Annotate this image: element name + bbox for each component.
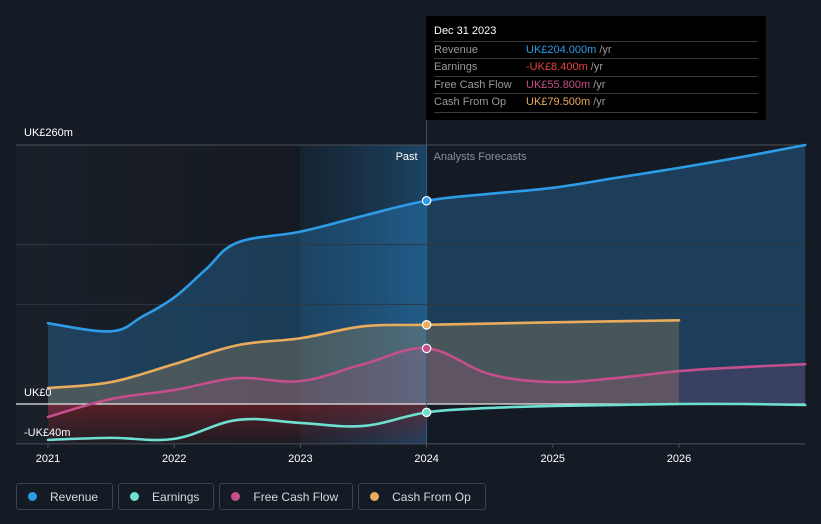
data-point-marker (421, 343, 432, 354)
tooltip-row-earnings: Earnings -UK£8.400m/yr (434, 58, 758, 76)
series-line-revenue (46, 143, 807, 333)
legend-dot-icon (130, 492, 140, 501)
legend-label: Earnings (152, 489, 200, 504)
legend-dot-icon (370, 492, 380, 501)
x-axis-label: 2021 (36, 453, 60, 465)
legend-item-earnings[interactable]: Earnings (118, 483, 215, 510)
legend-label: Revenue (50, 489, 99, 504)
y-axis-label: UK£260m (24, 127, 73, 139)
legend: Revenue Earnings Free Cash Flow Cash Fro… (16, 483, 486, 510)
x-axis-label: 2026 (667, 453, 691, 465)
tooltip-row-free-cash-flow: Free Cash Flow UK£55.800m/yr (434, 76, 758, 94)
legend-item-cash-from-op[interactable]: Cash From Op (358, 483, 486, 510)
data-point-marker (421, 195, 432, 206)
tooltip-row-cash-from-op: Cash From Op UK£79.500m/yr (434, 93, 758, 111)
x-axis-label: 2025 (541, 453, 565, 465)
data-point-marker (421, 407, 432, 418)
tooltip-row-revenue: Revenue UK£204.000m/yr (434, 41, 758, 59)
tooltip-label: Revenue (434, 44, 479, 56)
tooltip-label: Earnings (434, 61, 478, 73)
tooltip: Dec 31 2023 Revenue UK£204.000m/yr Earni… (426, 16, 766, 120)
tooltip-value: UK£79.500m/yr (526, 96, 606, 108)
x-axis-label: 2023 (288, 453, 312, 465)
legend-item-revenue[interactable]: Revenue (16, 483, 114, 510)
series-line-free-cash-flow (46, 346, 807, 419)
tooltip-label: Cash From Op (434, 96, 507, 108)
legend-dot-icon (231, 492, 241, 501)
tooltip-value: -UK£8.400m/yr (526, 61, 603, 73)
tooltip-label: Free Cash Flow (434, 79, 512, 91)
series-line-cash-from-op (46, 319, 681, 390)
legend-dot-icon (28, 492, 37, 501)
y-axis-label: UK£0 (24, 387, 52, 399)
x-axis-label: 2024 (414, 453, 438, 465)
legend-label: Cash From Op (392, 489, 471, 504)
tooltip-value: UK£55.800m/yr (526, 79, 606, 91)
data-point-marker (421, 320, 432, 330)
forecast-label: Analysts Forecasts (434, 151, 527, 163)
tooltip-date: Dec 31 2023 (434, 25, 497, 37)
legend-item-free-cash-flow[interactable]: Free Cash Flow (219, 483, 354, 510)
x-axis-label: 2022 (162, 453, 186, 465)
y-axis-label: -UK£40m (24, 427, 70, 439)
legend-label: Free Cash Flow (253, 489, 339, 504)
tooltip-divider (434, 112, 758, 113)
tooltip-value: UK£204.000m/yr (526, 44, 612, 56)
past-label: Past (396, 151, 418, 163)
highlight-band (300, 144, 427, 444)
